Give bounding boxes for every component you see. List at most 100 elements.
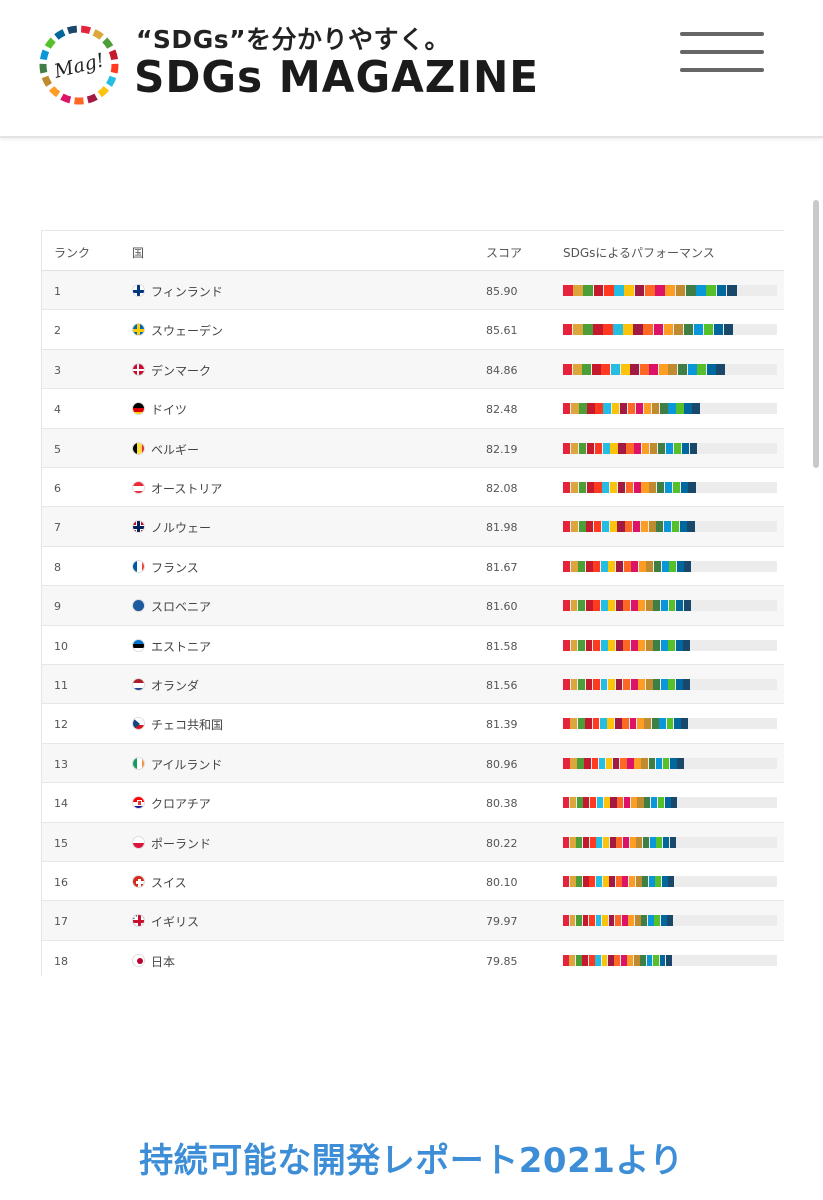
country-name-cell[interactable]: ポーランド — [151, 836, 212, 851]
country-name-cell[interactable]: フィンランド — [151, 285, 223, 299]
country-name-cell[interactable]: チェコ共和国 — [151, 718, 224, 733]
column-header-score[interactable]: スコア — [486, 246, 523, 260]
table-row[interactable]: 17 イギリス 79.97 — [42, 901, 784, 941]
sdg-bar-segment — [563, 560, 570, 572]
sdg-bar-segment — [668, 600, 676, 612]
sdg-bar-segment — [643, 403, 652, 415]
sdg-bar-segment — [609, 836, 616, 848]
sdg-bar-segment — [662, 757, 670, 769]
sdg-bar-segment — [584, 757, 591, 769]
table-row[interactable]: 12 チェコ共和国 81.39 — [42, 704, 784, 744]
sdg-bar-segment — [596, 797, 603, 809]
sdg-bar-segment — [668, 363, 678, 375]
sdg-bar-segment — [627, 954, 634, 966]
country-name-cell[interactable]: デンマーク — [151, 363, 212, 378]
table-row[interactable]: 8 フランス 81.67 — [42, 547, 784, 587]
sdg-bar-segment — [635, 403, 644, 415]
country-name-cell[interactable]: ノルウェー — [151, 521, 212, 536]
country-name-cell[interactable]: スロベニア — [151, 600, 212, 615]
site-brand-name[interactable]: SDGs MAGAZINE — [134, 52, 540, 103]
sdg-bar-segment — [577, 718, 585, 730]
hamburger-menu-icon[interactable] — [680, 32, 764, 76]
sdg-bar-segment — [631, 560, 639, 572]
table-row[interactable]: 9 スロベニア 81.60 — [42, 586, 784, 626]
sdg-bar-segment — [670, 757, 677, 769]
sdg-bar-segment — [683, 600, 691, 612]
sdg-performance-bar — [563, 836, 777, 848]
table-row[interactable]: 2 スウェーデン 85.61 — [42, 310, 784, 350]
sdg-bar-segment — [594, 442, 602, 454]
sdg-bar-segment — [623, 836, 630, 848]
poland-flag-icon — [132, 835, 145, 849]
sdg-bar-segment — [601, 521, 610, 533]
sdg-bar-segment — [612, 757, 620, 769]
table-row[interactable]: 15 ポーランド 80.22 — [42, 822, 784, 862]
table-row[interactable]: 5 ベルギー 82.19 — [42, 428, 784, 468]
column-header-rank[interactable]: ランク — [54, 246, 91, 260]
sdg-bar-segment — [667, 915, 674, 927]
sdg-bar-segment — [628, 915, 634, 927]
sdg-bar-segment — [649, 836, 656, 848]
sdg-bar-segment — [603, 797, 610, 809]
country-name-cell[interactable]: ドイツ — [151, 403, 188, 418]
score-cell: 84.86 — [486, 363, 518, 377]
country-name-cell[interactable]: ベルギー — [151, 442, 200, 457]
country-name-cell[interactable]: イギリス — [151, 915, 200, 930]
table-row[interactable]: 7 ノルウェー 81.98 — [42, 507, 784, 547]
sdg-bar-segment — [603, 285, 614, 296]
sdg-bar-segment — [664, 797, 671, 809]
page-scrollbar[interactable] — [813, 200, 819, 468]
table-row[interactable]: 10 エストニア 81.58 — [42, 626, 784, 665]
country-name-cell[interactable]: クロアチア — [151, 797, 211, 812]
sdg-bar-segment — [600, 560, 608, 572]
sdg-bar-segment — [643, 324, 653, 336]
sdg-bar-segment — [646, 954, 653, 966]
sdg-bar-segment — [570, 718, 578, 730]
sdg-bar-segment — [634, 285, 645, 296]
sdg-bar-segment — [684, 560, 692, 572]
table-row[interactable]: 3 デンマーク 84.86 — [42, 349, 784, 390]
sdg-bar-segment — [676, 403, 684, 415]
rank-cell: 3 — [54, 363, 61, 377]
sdg-bar-segment — [687, 363, 697, 375]
sdg-bar-segment — [585, 679, 593, 690]
sweden-flag-icon — [132, 323, 145, 337]
sdg-bar-segment — [716, 363, 726, 375]
country-name-cell[interactable]: スウェーデン — [151, 324, 224, 339]
table-row[interactable]: 13 アイルランド 80.96 — [42, 743, 784, 784]
logo-ring-segment — [39, 49, 50, 61]
country-name-cell[interactable]: スイス — [151, 876, 187, 890]
table-row[interactable]: 16 スイス 80.10 — [42, 862, 784, 902]
table-row[interactable]: 18 日本 79.85 — [42, 941, 784, 976]
country-name-cell[interactable]: 日本 — [151, 954, 176, 969]
logo-ring-segment — [106, 75, 117, 87]
sdg-bar-segment — [586, 442, 595, 454]
table-row[interactable]: 4 ドイツ 82.48 — [42, 389, 784, 429]
country-name-cell[interactable]: エストニア — [151, 639, 212, 654]
sdg-bar-segment — [687, 521, 695, 533]
sdg-performance-bar — [563, 797, 777, 809]
country-name-cell[interactable]: オーストリア — [151, 482, 223, 496]
sdg-bar-segment — [668, 876, 675, 887]
table-row[interactable]: 6 オーストリア 82.08 — [42, 468, 784, 508]
sdg-bar-segment — [630, 679, 638, 690]
table-row[interactable]: 14 クロアチア 80.38 — [42, 783, 784, 823]
sdg-bar-segment — [615, 600, 623, 612]
score-cell: 82.19 — [486, 442, 518, 456]
logo-ring-segment — [60, 93, 72, 104]
score-cell: 80.96 — [486, 757, 518, 771]
sdg-bar-segment — [579, 403, 587, 415]
column-header-country[interactable]: 国 — [132, 246, 145, 260]
sdg-bar-segment — [672, 482, 680, 493]
france-flag-icon — [132, 559, 145, 573]
sdg-bar-segment — [653, 679, 661, 690]
country-name-cell[interactable]: アイルランド — [151, 757, 223, 772]
sdgs-magazine-logo[interactable]: Mag! — [36, 22, 122, 108]
sdg-bar-segment — [608, 639, 616, 651]
table-row[interactable]: 1 フィンランド 85.90 — [42, 271, 784, 311]
country-name-cell[interactable]: オランダ — [151, 679, 200, 693]
table-row[interactable]: 11 オランダ 81.56 — [42, 665, 784, 705]
sdg-bar-segment — [630, 797, 637, 809]
country-name-cell[interactable]: フランス — [151, 560, 199, 575]
sdg-bar-segment — [578, 600, 585, 612]
